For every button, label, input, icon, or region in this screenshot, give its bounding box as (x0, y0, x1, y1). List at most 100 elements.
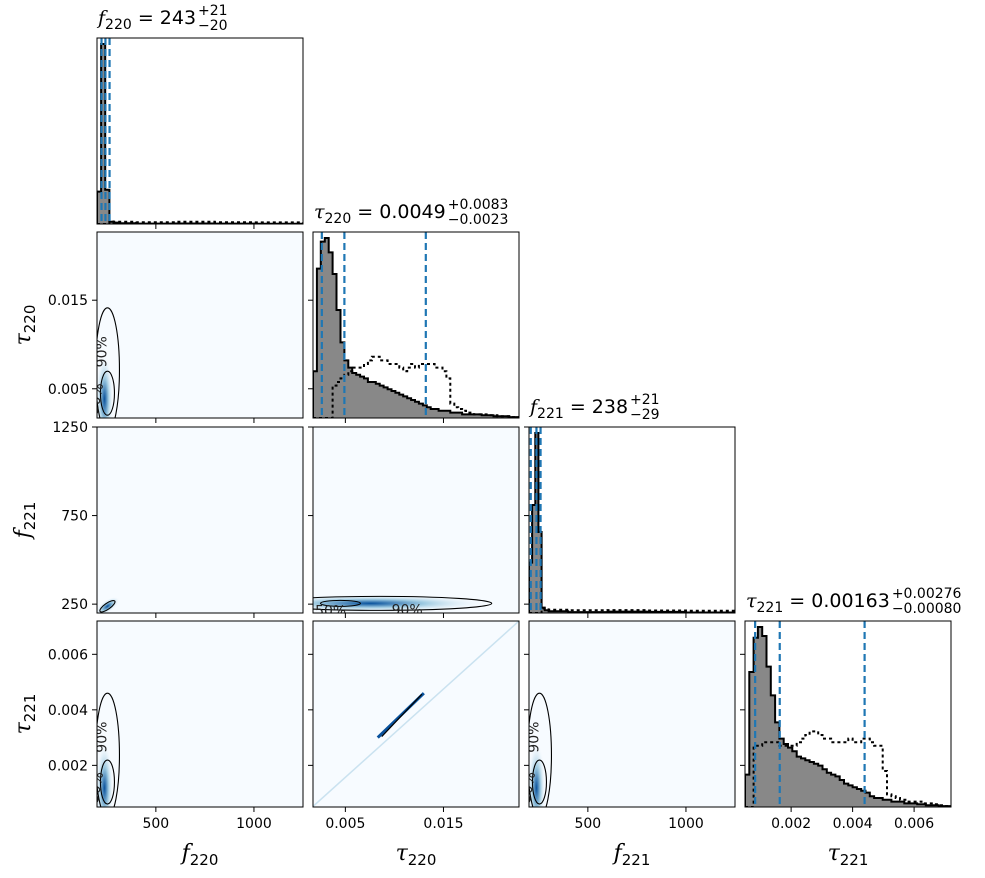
contour-label-90-1-0: 90% (94, 336, 110, 367)
x-axis-label-3-symbol: τ (828, 841, 841, 866)
title-subscript-1: 220 (325, 211, 352, 227)
x-axis-label-2-subscript: 221 (622, 851, 651, 869)
histogram-fill-3 (745, 627, 951, 807)
histogram-fill-2 (529, 433, 735, 613)
title-plus-0: +21 (198, 3, 228, 19)
density-background-2-1 (313, 427, 519, 613)
histogram-dotted-3 (745, 730, 951, 807)
contour-label-50-1-0: 50% (86, 382, 107, 415)
title-subscript-2: 221 (537, 406, 564, 422)
panel-title-text-1: τ220 = 0.0049 (314, 201, 446, 227)
panel-frame-1-1 (312, 231, 520, 419)
x-axis-label-3-subscript: 221 (840, 851, 869, 869)
panel-title-text-2: f221 = 238 (528, 396, 628, 422)
y-axis-label-3-symbol: τ (11, 721, 36, 734)
y-axis-label-1-symbol: τ (11, 332, 36, 345)
contour-label-90-2-1: 90% (392, 602, 423, 618)
x-axis-label-2: f221 (612, 841, 651, 869)
title-equals-2: = (564, 396, 592, 418)
title-symbol-1: τ (314, 201, 325, 223)
x-axis-label-1: τ220 (396, 841, 437, 869)
title-symbol-0: f (96, 7, 108, 29)
y-tick-label-2-0: 250 (61, 597, 88, 613)
histogram-0 (97, 38, 303, 224)
panel-title-0: f220 = 243 +21−20 (96, 3, 228, 34)
title-value-1: 0.0049 (379, 201, 445, 223)
title-subscript-3: 221 (757, 600, 784, 616)
title-subscript-0: 220 (105, 17, 132, 33)
contour-90-2-1 (313, 595, 493, 611)
y-axis-label-1: τ220 (11, 305, 39, 346)
density-background-3-2 (529, 621, 735, 807)
y-axis-label-2: f221 (11, 502, 39, 541)
y-axis-label-3-subscript: 221 (21, 694, 39, 723)
y-tick-label-3-0: 0.002 (48, 758, 88, 774)
title-value-2: 238 (592, 396, 628, 418)
panel-frame-3-3 (744, 620, 952, 808)
x-axis-label-1-symbol: τ (396, 841, 409, 866)
title-minus-0: −20 (198, 18, 228, 34)
y-tick-label-1-1: 0.015 (48, 293, 88, 309)
density-panel-2-1: 50% 90% (313, 427, 519, 619)
panel-frame-2-2 (528, 426, 736, 614)
histogram-fill-0 (97, 44, 303, 224)
contour-label-50-3-2: 50% (518, 771, 539, 804)
title-equals-1: = (351, 201, 379, 223)
x-tick-label-1-1: 0.015 (423, 816, 463, 832)
x-tick-label-3-1: 0.004 (833, 816, 873, 832)
density-panel-2-0 (97, 427, 303, 613)
histogram-dotted-2 (529, 607, 735, 613)
density-blob-2-0 (97, 596, 120, 613)
degenerate-band-glow (313, 621, 519, 807)
y-tick-label-3-1: 0.004 (48, 703, 88, 719)
contour-90-1-0 (97, 307, 121, 418)
x-tick-label-3-0: 0.002 (771, 816, 811, 832)
x-tick-label-2-0: 500 (574, 816, 601, 832)
panel-frame-0-0 (96, 37, 304, 225)
contour-50-2-0 (99, 600, 116, 613)
density-panel-3-1 (313, 621, 519, 807)
histogram-dotted-0 (97, 220, 303, 224)
density-panel-3-2: 90% 50% (518, 621, 735, 807)
contour-line-3-1 (381, 693, 423, 738)
histogram-outline-0 (97, 43, 303, 224)
panel-title-2: f221 = 238 +21−29 (528, 392, 660, 423)
density-blob-2-1 (313, 594, 490, 613)
y-axis-label-2-subscript: 221 (21, 502, 39, 531)
y-axis-label-3: τ221 (11, 694, 39, 735)
x-tick-label-2-1: 1000 (668, 816, 704, 832)
title-value-3: 0.00163 (811, 590, 890, 612)
x-axis-label-0-subscript: 220 (190, 851, 219, 869)
title-equals-3: = (783, 590, 811, 612)
density-background-2-0 (97, 427, 303, 613)
contour-50-2-1 (319, 599, 362, 607)
density-panel-1-0: 90%50% (86, 232, 303, 418)
density-background-1-0 (97, 232, 303, 418)
panel-title-text-0: f220 = 243 (96, 7, 196, 33)
y-tick-label-3-2: 0.006 (48, 647, 88, 663)
contour-label-50-2-1: 50% (315, 603, 346, 619)
contour-50-3-0 (99, 759, 116, 805)
panel-frame-2-0 (96, 426, 304, 614)
panel-title-3: τ221 = 0.00163 +0.00276−0.00080 (746, 586, 962, 617)
histogram-outline-3 (745, 626, 951, 807)
histogram-2 (529, 427, 735, 613)
title-minus-3: −0.00080 (892, 601, 962, 617)
panel-frame-1-0 (96, 231, 304, 419)
contour-50-1-0 (99, 370, 116, 416)
y-axis-label-1-subscript: 220 (21, 305, 39, 334)
panel-title-1: τ220 = 0.0049 +0.0083−0.0023 (314, 197, 508, 228)
density-background-3-0 (97, 621, 303, 807)
contour-label-50-3-0: 50% (86, 771, 107, 804)
panel-frame-2-1 (312, 426, 520, 614)
title-symbol-2: f (528, 396, 540, 418)
x-tick-label-0-1: 1000 (236, 816, 272, 832)
histogram-dotted-1 (313, 355, 519, 418)
title-equals-0: = (132, 7, 160, 29)
title-plus-3: +0.00276 (892, 586, 962, 602)
panel-frame-3-0 (96, 620, 304, 808)
y-tick-label-2-1: 750 (61, 509, 88, 525)
title-value-0: 243 (160, 7, 196, 29)
panel-title-text-3: τ221 = 0.00163 (746, 590, 890, 616)
